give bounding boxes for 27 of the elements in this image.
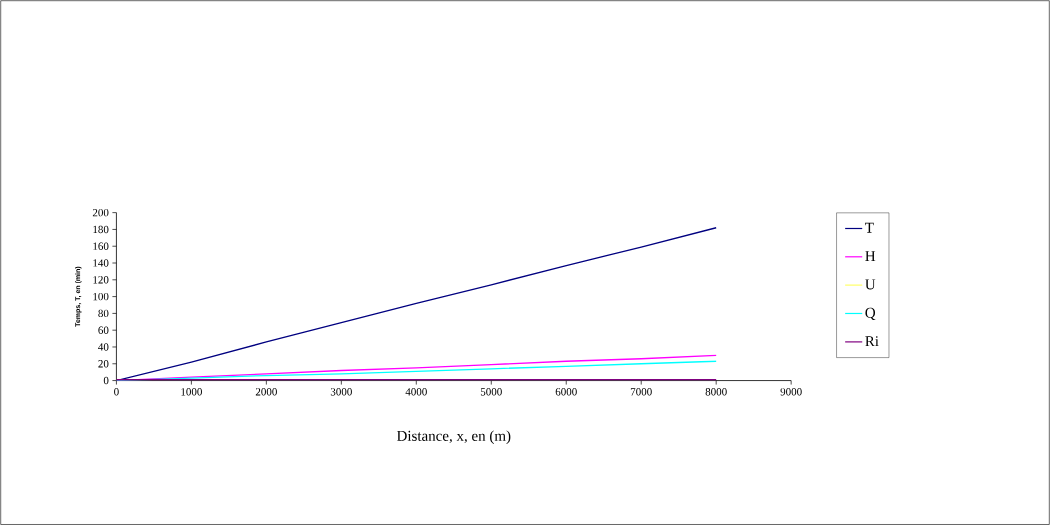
- y-tick-label: 40: [98, 343, 109, 351]
- x-tick-label: 3000: [330, 388, 352, 396]
- x-tick-label: 2000: [255, 388, 277, 396]
- y-tick-label: 0: [103, 376, 109, 385]
- y-tick-label: 60: [98, 326, 109, 334]
- legend-label: T: [865, 222, 874, 233]
- x-tick-label: 0: [114, 388, 119, 396]
- legend-label: Q: [865, 307, 876, 321]
- legend-label: Ri: [865, 336, 879, 347]
- y-tick-label: 120: [93, 276, 109, 284]
- x-tick-label: 9000: [780, 388, 802, 396]
- y-tick-label: 20: [98, 359, 109, 368]
- x-tick-label: 6000: [555, 388, 577, 396]
- y-tick-label: 80: [98, 309, 109, 318]
- legend-label: U: [865, 279, 876, 290]
- y-tick-label: 140: [93, 259, 109, 267]
- y-tick-label: 180: [93, 225, 109, 234]
- x-tick-label: 1000: [181, 388, 202, 396]
- x-tick-label: 5000: [480, 388, 502, 396]
- y-tick-label: 200: [92, 208, 109, 217]
- y-tick-label: 160: [93, 242, 109, 250]
- legend-label: H: [865, 251, 876, 261]
- x-tick-label: 8000: [705, 388, 727, 396]
- x-tick-label: 4000: [405, 388, 427, 396]
- x-axis-title: Distance, x, en (m): [396, 430, 511, 444]
- y-tick-label: 100: [93, 292, 109, 301]
- x-tick-label: 7000: [630, 388, 652, 396]
